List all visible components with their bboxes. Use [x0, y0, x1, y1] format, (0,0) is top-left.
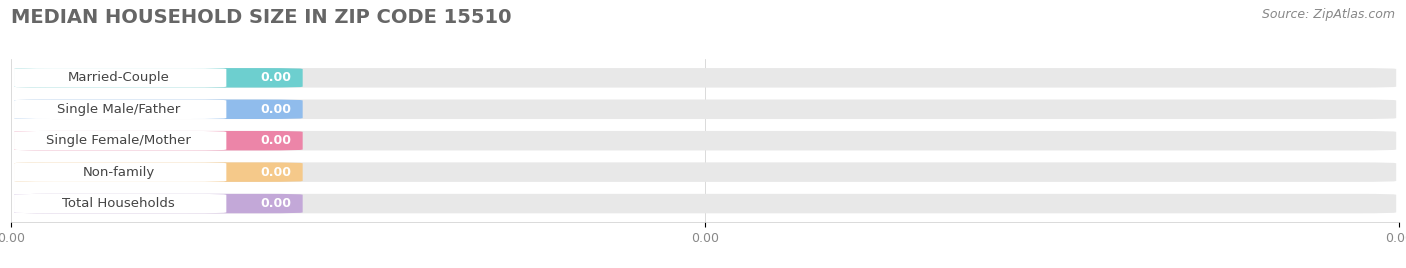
- Text: 0.00: 0.00: [260, 166, 291, 179]
- FancyBboxPatch shape: [14, 99, 1396, 119]
- FancyBboxPatch shape: [14, 162, 1396, 182]
- Text: Source: ZipAtlas.com: Source: ZipAtlas.com: [1261, 8, 1395, 21]
- Text: 0.00: 0.00: [260, 134, 291, 147]
- FancyBboxPatch shape: [14, 131, 1396, 150]
- Text: 0.00: 0.00: [260, 103, 291, 116]
- FancyBboxPatch shape: [14, 68, 226, 88]
- FancyBboxPatch shape: [14, 131, 302, 150]
- FancyBboxPatch shape: [14, 131, 226, 150]
- FancyBboxPatch shape: [14, 162, 226, 182]
- Text: Single Male/Father: Single Male/Father: [58, 103, 180, 116]
- FancyBboxPatch shape: [14, 194, 1396, 213]
- Text: Total Households: Total Households: [62, 197, 176, 210]
- Text: 0.00: 0.00: [260, 71, 291, 84]
- Text: Married-Couple: Married-Couple: [67, 71, 170, 84]
- FancyBboxPatch shape: [14, 99, 226, 119]
- FancyBboxPatch shape: [14, 194, 226, 213]
- Text: 0.00: 0.00: [260, 197, 291, 210]
- FancyBboxPatch shape: [14, 68, 302, 88]
- Text: Non-family: Non-family: [83, 166, 155, 179]
- Text: Single Female/Mother: Single Female/Mother: [46, 134, 191, 147]
- FancyBboxPatch shape: [14, 162, 302, 182]
- Text: MEDIAN HOUSEHOLD SIZE IN ZIP CODE 15510: MEDIAN HOUSEHOLD SIZE IN ZIP CODE 15510: [11, 8, 512, 27]
- FancyBboxPatch shape: [14, 194, 302, 213]
- FancyBboxPatch shape: [14, 68, 1396, 88]
- FancyBboxPatch shape: [14, 99, 302, 119]
